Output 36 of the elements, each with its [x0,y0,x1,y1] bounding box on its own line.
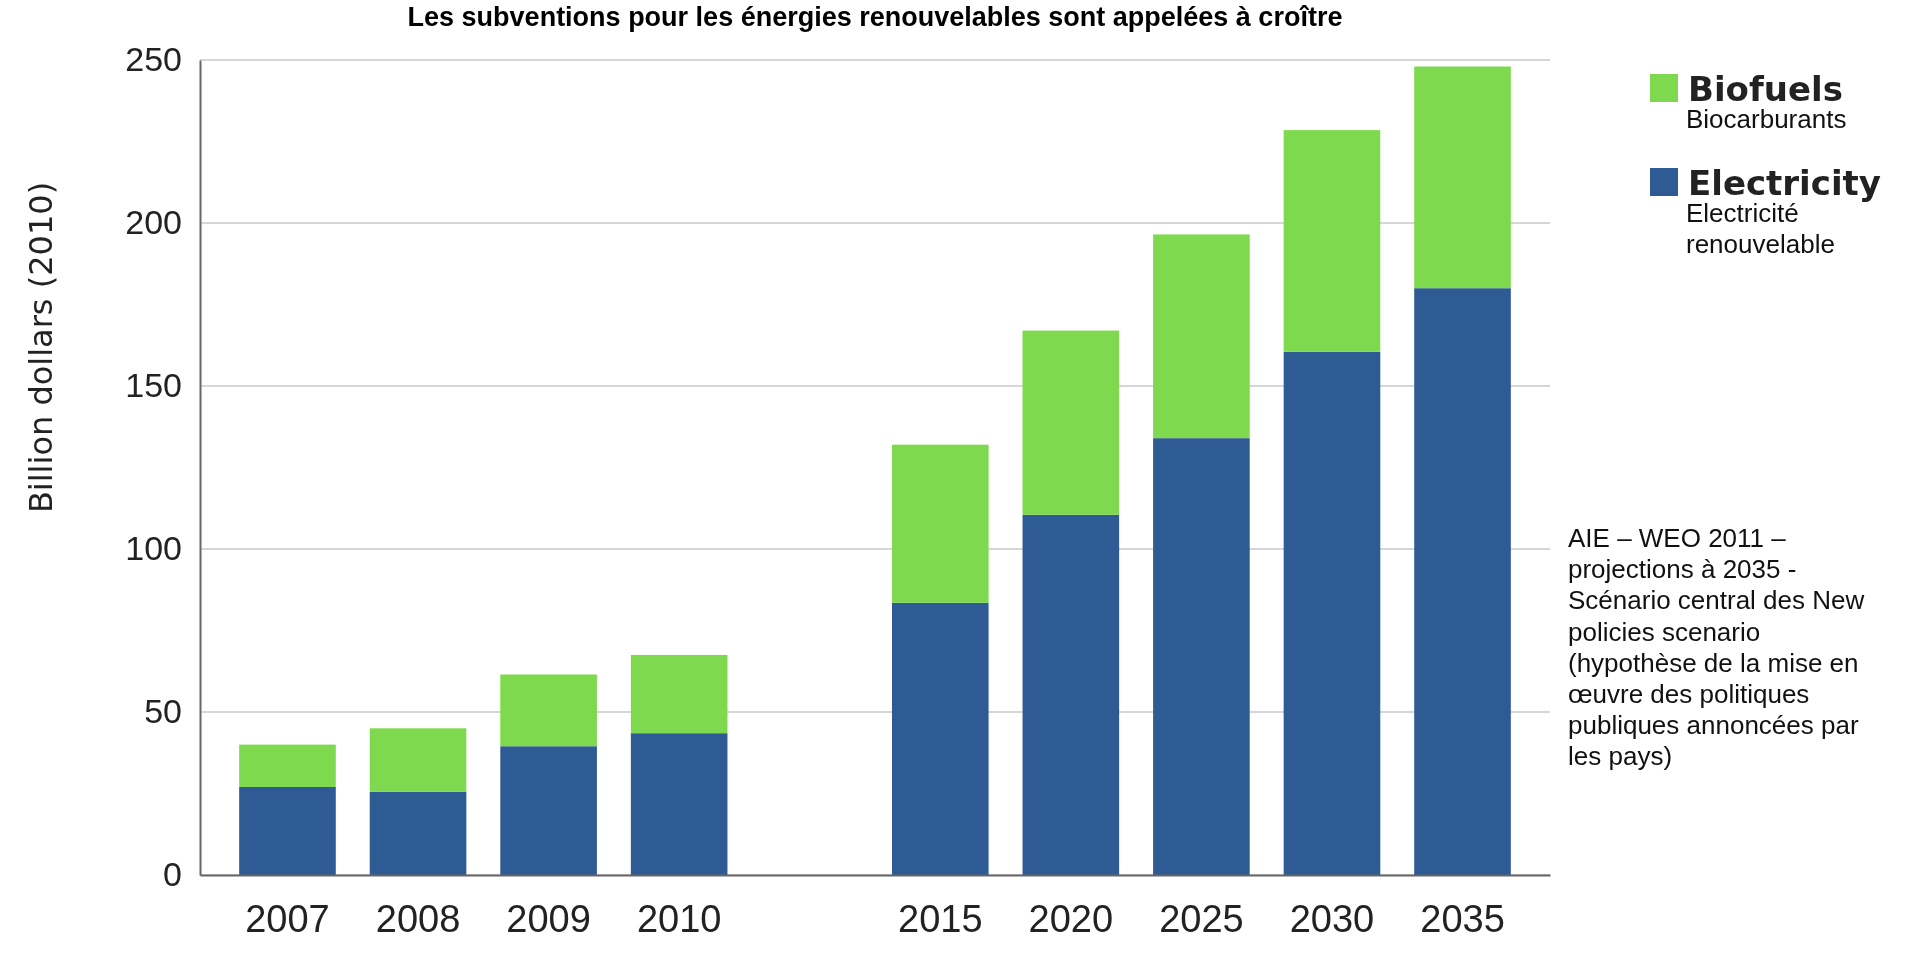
y-tick-label: 150 [125,366,182,405]
x-tick-label: 2015 [898,897,983,940]
x-tick-label: 2020 [1028,897,1114,940]
bar [1283,130,1381,352]
bar [1414,66,1511,289]
y-tick-label: 0 [163,855,182,894]
x-tick-label: 2008 [375,897,461,940]
y-tick-label: 250 [125,40,182,79]
bar [630,654,728,734]
x-tick-label: 2030 [1289,897,1375,940]
y-tick-label: 200 [125,203,182,242]
chart-title: Les subventions pour les énergies renouvelables sont appelées à croître [407,2,1343,32]
bar [891,602,989,875]
bar [369,791,467,875]
x-tick-label: 2007 [245,897,330,940]
bar [1153,438,1250,875]
y-tick-label: 50 [144,692,182,731]
x-tick-label: 2010 [636,897,722,940]
bar [1153,234,1250,439]
text: AIE – WEO 2011 – projections à 2035 - Scénario central des New policies scenario (hypothèse de la mise en œuvre des politiques publiques annoncées par les pays) [1568,523,1865,772]
x-tick-label: 2035 [1420,897,1505,940]
y-tick-label: 100 [125,529,182,568]
x-tick-label: 2025 [1159,897,1244,940]
bar [369,728,467,792]
bar [239,744,336,787]
x-tick-label: 2009 [506,897,591,940]
bar [891,444,989,603]
y-axis-title: Billion dollars (2010) [22,181,60,514]
bar [500,674,597,747]
bar [1022,330,1120,515]
bar [500,746,597,875]
bar [1414,288,1511,875]
bar [239,786,336,875]
bar [630,733,728,875]
bar [1283,351,1381,875]
bar [1022,514,1120,875]
